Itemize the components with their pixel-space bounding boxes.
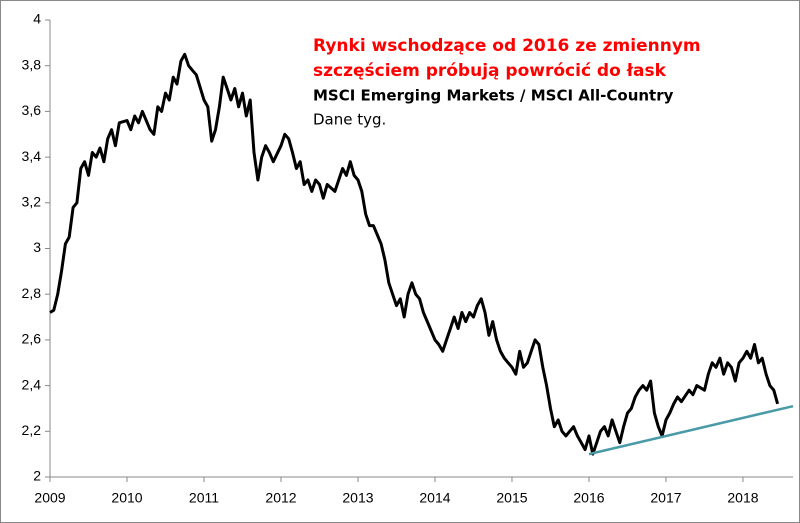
y-tick-label: 2,2 [22,422,42,438]
x-tick-label: 2009 [34,490,65,506]
x-tick-label: 2018 [727,490,758,506]
y-tick-label: 3 [33,239,41,255]
x-tick-label: 2012 [265,490,296,506]
x-tick-label: 2013 [342,490,373,506]
chart-note: Dane tyg. [313,111,386,129]
y-tick-label: 2,8 [22,285,42,301]
y-tick-label: 2 [33,468,41,484]
chart-subtitle: MSCI Emerging Markets / MSCI All-Country [313,87,674,105]
y-tick-label: 3,8 [22,56,42,72]
y-tick-label: 2,6 [22,331,42,347]
chart-title: Rynki wschodzące od 2016 ze zmiennym [313,36,701,56]
x-tick-label: 2010 [111,490,142,506]
y-tick-label: 3,4 [22,148,42,164]
x-tick-label: 2011 [189,490,219,506]
y-tick-label: 2,4 [22,376,42,392]
line-series [49,52,780,456]
x-tick-label: 2017 [650,490,681,506]
x-tick-label: 2015 [496,490,527,506]
y-tick-label: 3,6 [22,102,42,118]
y-tick-label: 3,2 [22,194,42,210]
y-tick-label: 4 [33,11,41,27]
chart-title: szczęściem próbują powrócić do łask [313,61,667,81]
x-tick-label: 2016 [573,490,604,506]
x-tick-label: 2014 [419,490,450,506]
trend-line [588,404,794,456]
